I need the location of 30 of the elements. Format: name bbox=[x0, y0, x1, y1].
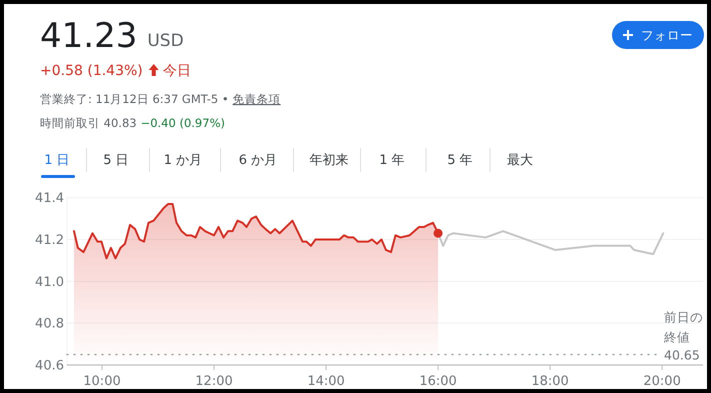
x-tick-label: 16:00 bbox=[419, 374, 457, 389]
x-tick-label: 10:00 bbox=[83, 374, 121, 389]
y-tick-label: 40.8 bbox=[35, 316, 64, 332]
text: 1 年 bbox=[379, 153, 405, 168]
ref-line-label: 前日の終値 bbox=[663, 310, 703, 345]
x-tick-label: 20:00 bbox=[643, 374, 681, 389]
text: 免責条項 bbox=[232, 92, 281, 106]
y-tick-label: 41.4 bbox=[35, 191, 64, 206]
chart-title: 41.23 bbox=[40, 16, 138, 56]
text: 1 か月 bbox=[164, 153, 202, 168]
text: 5 日 bbox=[103, 153, 129, 168]
x-tick-label: 18:00 bbox=[531, 374, 569, 389]
y-tick-label: 41.0 bbox=[35, 274, 64, 290]
text: +0.58 (1.43%) bbox=[40, 63, 143, 79]
text: フォロー bbox=[641, 28, 693, 42]
x-tick-label: 12:00 bbox=[195, 374, 233, 389]
text: 営業終了: 11月12日 6:37 GMT-5 • bbox=[40, 92, 229, 106]
x-tick-label: 14:00 bbox=[307, 374, 345, 389]
text: 1 日 bbox=[44, 153, 70, 168]
text: −0.40 (0.97%) bbox=[140, 116, 225, 130]
y-tick-label: 40.6 bbox=[35, 358, 64, 374]
chart-subtitle: USD bbox=[147, 31, 184, 51]
text: 6 か月 bbox=[238, 153, 278, 168]
text: 年初来 bbox=[310, 153, 348, 168]
text: 時間前取引 40.83 bbox=[40, 116, 137, 130]
text: 今日 bbox=[162, 63, 191, 79]
annotation: 40.65 bbox=[664, 348, 700, 363]
y-tick-label: 41.2 bbox=[35, 233, 64, 248]
text: 5 年 bbox=[447, 153, 473, 168]
text: 最大 bbox=[507, 153, 533, 168]
